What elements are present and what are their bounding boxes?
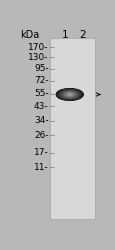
Text: 26-: 26- (34, 131, 48, 140)
Ellipse shape (64, 92, 74, 96)
Ellipse shape (59, 90, 79, 99)
Ellipse shape (58, 90, 81, 100)
Ellipse shape (64, 92, 75, 97)
Ellipse shape (60, 90, 79, 98)
Ellipse shape (69, 94, 70, 95)
Ellipse shape (67, 94, 71, 95)
Ellipse shape (57, 89, 81, 100)
Ellipse shape (58, 90, 80, 99)
Ellipse shape (63, 92, 76, 97)
Text: 95-: 95- (34, 64, 48, 73)
Text: 17-: 17- (34, 148, 48, 157)
Text: 130-: 130- (28, 53, 48, 62)
Ellipse shape (66, 93, 73, 96)
Ellipse shape (65, 93, 73, 96)
Ellipse shape (60, 91, 78, 98)
Text: 72-: 72- (34, 76, 48, 85)
Ellipse shape (62, 92, 76, 98)
Text: 34-: 34- (34, 116, 48, 125)
Ellipse shape (63, 92, 75, 97)
Ellipse shape (61, 91, 78, 98)
Text: kDa: kDa (20, 30, 39, 40)
Ellipse shape (59, 90, 79, 99)
Bar (50, 38, 94, 219)
Ellipse shape (65, 92, 74, 96)
Ellipse shape (57, 89, 82, 100)
Ellipse shape (63, 92, 75, 97)
Ellipse shape (61, 91, 77, 98)
Ellipse shape (62, 91, 77, 98)
Text: 1: 1 (61, 30, 68, 40)
Text: 55-: 55- (34, 90, 48, 98)
Text: 170-: 170- (28, 43, 48, 52)
Ellipse shape (56, 89, 83, 100)
Ellipse shape (68, 94, 70, 95)
Ellipse shape (56, 89, 82, 100)
Ellipse shape (66, 93, 72, 96)
Ellipse shape (59, 90, 80, 99)
Text: 43-: 43- (34, 102, 48, 111)
Text: 2: 2 (79, 30, 85, 40)
Text: 11-: 11- (34, 162, 48, 172)
Ellipse shape (66, 93, 72, 96)
Ellipse shape (67, 94, 71, 96)
Ellipse shape (68, 94, 70, 95)
